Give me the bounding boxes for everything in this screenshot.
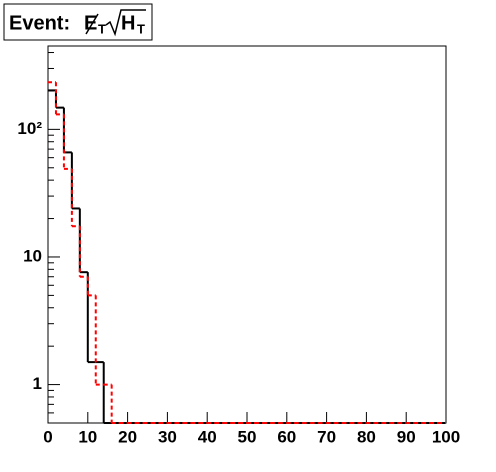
x-tick-label: 20 <box>118 427 137 446</box>
x-tick-label: 30 <box>158 427 177 446</box>
x-tick-label: 60 <box>277 427 296 446</box>
x-tick-label: 40 <box>198 427 217 446</box>
x-tick-label: 90 <box>397 427 416 446</box>
title-numerator: E <box>84 12 97 34</box>
title-prefix: Event: <box>9 12 70 34</box>
x-tick-label: 70 <box>317 427 336 446</box>
title-denominator: H <box>121 12 135 34</box>
x-tick-label: 100 <box>432 427 460 446</box>
title-slash-e <box>85 13 99 35</box>
y-tick-label: 1 <box>33 374 42 393</box>
y-tick-label: 10² <box>17 119 42 138</box>
x-tick-label: 80 <box>357 427 376 446</box>
x-tick-label: 50 <box>238 427 257 446</box>
y-tick-label: 10 <box>23 246 42 265</box>
x-tick-label: 0 <box>43 427 52 446</box>
title-box: Event: E T H T <box>3 3 153 41</box>
title-denominator-sub: T <box>137 21 145 36</box>
title-sqrt <box>105 9 146 37</box>
title-numerator-sub: T <box>98 21 106 36</box>
x-tick-label: 10 <box>78 427 97 446</box>
